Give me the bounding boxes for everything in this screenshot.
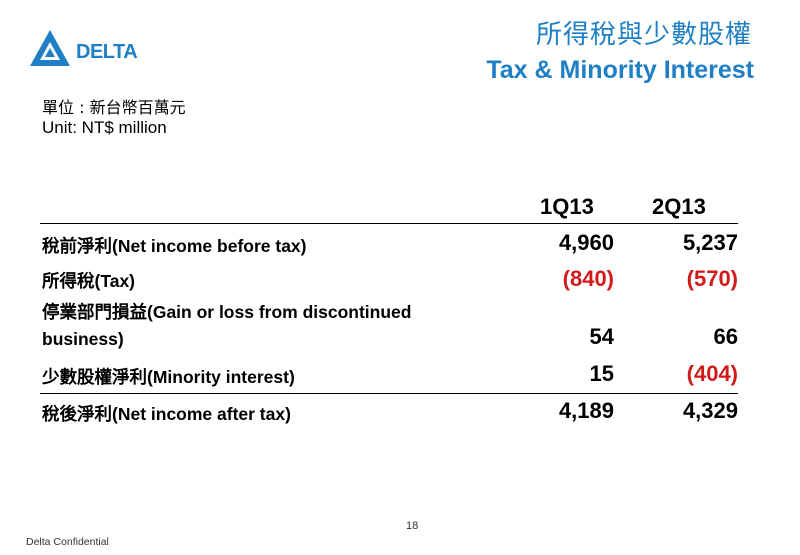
value-1q13-discontinued: 54 bbox=[589, 324, 614, 349]
row-label-discontinued-line1: 停業部門損益(Gain or loss from discontinued bbox=[42, 302, 412, 322]
total-divider bbox=[40, 393, 738, 394]
page-title-chinese: 所得稅與少數股權 bbox=[535, 20, 752, 50]
unit-english: Unit: NT$ million bbox=[42, 118, 167, 137]
brand-name: DELTA bbox=[76, 41, 138, 63]
column-header-2q13: 2Q13 bbox=[652, 194, 706, 219]
delta-triangle-icon bbox=[30, 30, 70, 66]
page-title-english: Tax & Minority Interest bbox=[486, 56, 754, 84]
page-number: 18 bbox=[406, 520, 419, 532]
row-label-discontinued-line2: business) bbox=[42, 329, 124, 349]
value-1q13-net-income-before-tax: 4,960 bbox=[558, 230, 614, 255]
confidential-label: Delta Confidential bbox=[26, 536, 109, 548]
value-2q13-discontinued: 66 bbox=[713, 324, 738, 349]
value-2q13-net-income-before-tax: 5,237 bbox=[682, 230, 738, 255]
header-divider bbox=[40, 223, 738, 224]
unit-chinese: 單位 : 新台幣百萬元 bbox=[42, 98, 186, 117]
value-2q13-minority-interest: (404) bbox=[686, 361, 738, 386]
value-1q13-minority-interest: 15 bbox=[589, 361, 614, 386]
value-2q13-tax: (570) bbox=[686, 266, 738, 291]
row-label-minority-interest: 少數股權淨利(Minority interest) bbox=[42, 367, 295, 387]
row-label-net-income-after-tax: 稅後淨利(Net income after tax) bbox=[42, 404, 291, 424]
value-1q13-tax: (840) bbox=[562, 266, 614, 291]
row-label-tax: 所得稅(Tax) bbox=[42, 271, 136, 291]
value-1q13-net-income-after-tax: 4,189 bbox=[558, 398, 614, 423]
delta-logo: DELTA bbox=[28, 28, 158, 70]
row-label-net-income-before-tax: 稅前淨利(Net income before tax) bbox=[42, 236, 307, 256]
column-header-1q13: 1Q13 bbox=[540, 194, 594, 219]
value-2q13-net-income-after-tax: 4,329 bbox=[682, 398, 738, 423]
